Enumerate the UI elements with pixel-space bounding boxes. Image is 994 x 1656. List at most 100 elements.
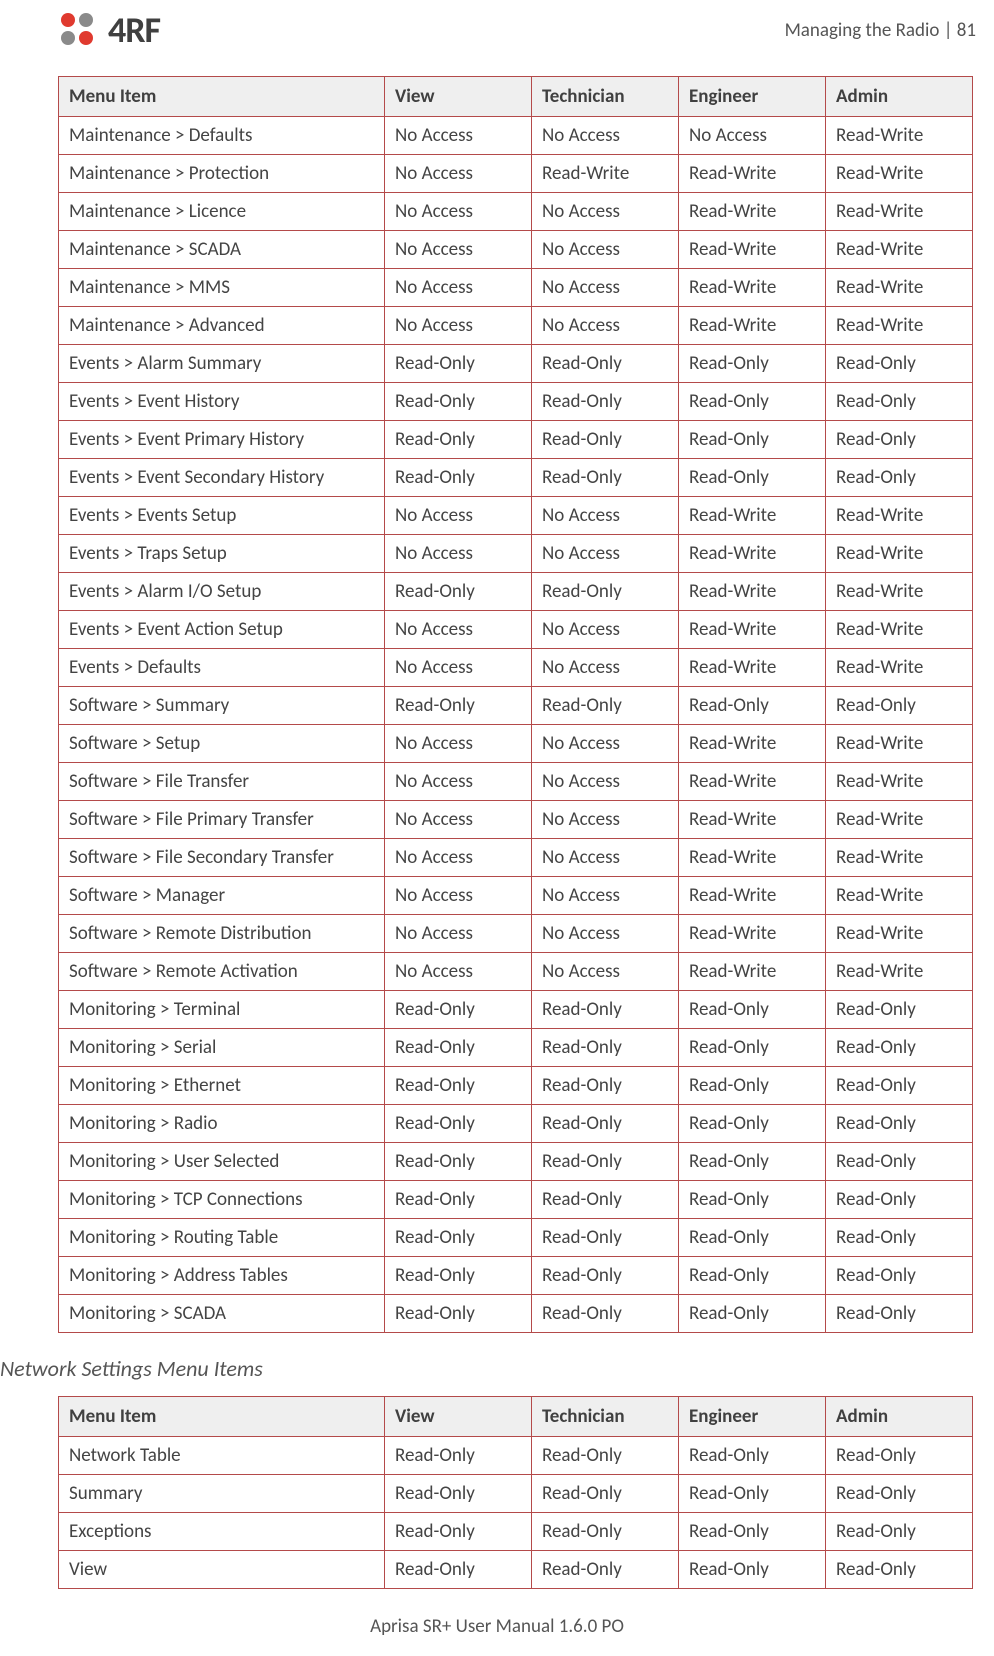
permission-cell: Read-Only	[679, 1067, 826, 1105]
permission-cell: Read-Only	[532, 459, 679, 497]
permission-cell: Read-Write	[679, 231, 826, 269]
menu-item-cell: Maintenance > MMS	[59, 269, 385, 307]
permission-cell: Read-Only	[679, 1437, 826, 1475]
permission-cell: No Access	[532, 535, 679, 573]
permission-cell: Read-Only	[826, 421, 973, 459]
header-breadcrumb: Managing the Radio | 81	[785, 19, 976, 42]
permission-cell: Read-Write	[826, 801, 973, 839]
permission-cell: Read-Only	[679, 1257, 826, 1295]
permissions-table-main: Menu ItemViewTechnicianEngineerAdmin Mai…	[58, 76, 973, 1333]
permission-cell: Read-Only	[532, 1437, 679, 1475]
permission-cell: No Access	[532, 915, 679, 953]
menu-item-cell: Exceptions	[59, 1513, 385, 1551]
table-row: Software > File Secondary TransferNo Acc…	[59, 839, 973, 877]
table-row: Events > DefaultsNo AccessNo AccessRead-…	[59, 649, 973, 687]
menu-item-cell: Monitoring > Ethernet	[59, 1067, 385, 1105]
table-row: Maintenance > MMSNo AccessNo AccessRead-…	[59, 269, 973, 307]
table-row: Monitoring > Routing TableRead-OnlyRead-…	[59, 1219, 973, 1257]
permission-cell: Read-Write	[826, 535, 973, 573]
table-row: Events > Events SetupNo AccessNo AccessR…	[59, 497, 973, 535]
permission-cell: Read-Write	[679, 877, 826, 915]
menu-item-cell: Monitoring > SCADA	[59, 1295, 385, 1333]
menu-item-cell: Events > Traps Setup	[59, 535, 385, 573]
permission-cell: No Access	[385, 649, 532, 687]
permission-cell: No Access	[532, 611, 679, 649]
menu-item-cell: Maintenance > Protection	[59, 155, 385, 193]
permission-cell: Read-Write	[679, 193, 826, 231]
table-row: Network TableRead-OnlyRead-OnlyRead-Only…	[59, 1437, 973, 1475]
column-header: View	[385, 1397, 532, 1437]
permission-cell: Read-Only	[679, 1181, 826, 1219]
permission-cell: Read-Only	[826, 383, 973, 421]
permission-cell: Read-Only	[679, 1551, 826, 1589]
table-row: Software > SetupNo AccessNo AccessRead-W…	[59, 725, 973, 763]
permission-cell: No Access	[385, 155, 532, 193]
permission-cell: Read-Write	[826, 155, 973, 193]
permission-cell: Read-Only	[826, 1219, 973, 1257]
permission-cell: Read-Only	[532, 1513, 679, 1551]
permission-cell: No Access	[532, 953, 679, 991]
permission-cell: Read-Only	[679, 1295, 826, 1333]
permission-cell: No Access	[532, 193, 679, 231]
column-header: Admin	[826, 1397, 973, 1437]
permission-cell: No Access	[532, 231, 679, 269]
permission-cell: Read-Only	[385, 1551, 532, 1589]
permission-cell: No Access	[385, 269, 532, 307]
logo-mark-icon	[58, 10, 102, 50]
permission-cell: No Access	[385, 611, 532, 649]
permission-cell: No Access	[385, 193, 532, 231]
permission-cell: Read-Write	[679, 535, 826, 573]
menu-item-cell: Events > Event History	[59, 383, 385, 421]
menu-item-cell: Software > Remote Activation	[59, 953, 385, 991]
table-row: Events > Event Secondary HistoryRead-Onl…	[59, 459, 973, 497]
menu-item-cell: Maintenance > Defaults	[59, 117, 385, 155]
permission-cell: No Access	[532, 497, 679, 535]
permission-cell: Read-Write	[826, 307, 973, 345]
permission-cell: Read-Write	[679, 269, 826, 307]
permission-cell: Read-Only	[385, 1143, 532, 1181]
page-footer: Aprisa SR+ User Manual 1.6.0 PO	[0, 1615, 994, 1638]
permission-cell: Read-Only	[532, 1475, 679, 1513]
permission-cell: Read-Write	[826, 497, 973, 535]
permission-cell: Read-Only	[385, 687, 532, 725]
permission-cell: Read-Only	[826, 687, 973, 725]
page-header: 4RF Managing the Radio | 81	[0, 8, 994, 52]
column-header: Engineer	[679, 77, 826, 117]
permission-cell: Read-Only	[385, 1437, 532, 1475]
menu-item-cell: Maintenance > Licence	[59, 193, 385, 231]
menu-item-cell: Events > Defaults	[59, 649, 385, 687]
permission-cell: Read-Only	[385, 459, 532, 497]
permission-cell: Read-Only	[532, 1181, 679, 1219]
column-header: Menu Item	[59, 77, 385, 117]
permission-cell: Read-Only	[385, 1029, 532, 1067]
permission-cell: Read-Only	[826, 1295, 973, 1333]
permission-cell: Read-Only	[826, 345, 973, 383]
menu-item-cell: Monitoring > Address Tables	[59, 1257, 385, 1295]
table-row: Monitoring > RadioRead-OnlyRead-OnlyRead…	[59, 1105, 973, 1143]
permission-cell: Read-Only	[826, 1029, 973, 1067]
permission-cell: No Access	[385, 307, 532, 345]
table-row: Events > Traps SetupNo AccessNo AccessRe…	[59, 535, 973, 573]
permission-cell: Read-Write	[679, 497, 826, 535]
table-row: Maintenance > LicenceNo AccessNo AccessR…	[59, 193, 973, 231]
menu-item-cell: Software > Remote Distribution	[59, 915, 385, 953]
permission-cell: Read-Write	[826, 763, 973, 801]
permission-cell: Read-Only	[385, 1475, 532, 1513]
permission-cell: No Access	[385, 231, 532, 269]
column-header: Engineer	[679, 1397, 826, 1437]
column-header: Admin	[826, 77, 973, 117]
permission-cell: Read-Only	[532, 1105, 679, 1143]
permission-cell: Read-Write	[679, 573, 826, 611]
menu-item-cell: Monitoring > Routing Table	[59, 1219, 385, 1257]
table-row: Events > Event Action SetupNo AccessNo A…	[59, 611, 973, 649]
menu-item-cell: Software > File Primary Transfer	[59, 801, 385, 839]
table-row: ExceptionsRead-OnlyRead-OnlyRead-OnlyRea…	[59, 1513, 973, 1551]
permission-cell: Read-Only	[532, 1257, 679, 1295]
table-row: ViewRead-OnlyRead-OnlyRead-OnlyRead-Only	[59, 1551, 973, 1589]
permission-cell: Read-Write	[826, 953, 973, 991]
table-row: Events > Alarm I/O SetupRead-OnlyRead-On…	[59, 573, 973, 611]
permission-cell: No Access	[532, 725, 679, 763]
permission-cell: No Access	[385, 839, 532, 877]
menu-item-cell: Maintenance > SCADA	[59, 231, 385, 269]
permission-cell: Read-Only	[532, 383, 679, 421]
